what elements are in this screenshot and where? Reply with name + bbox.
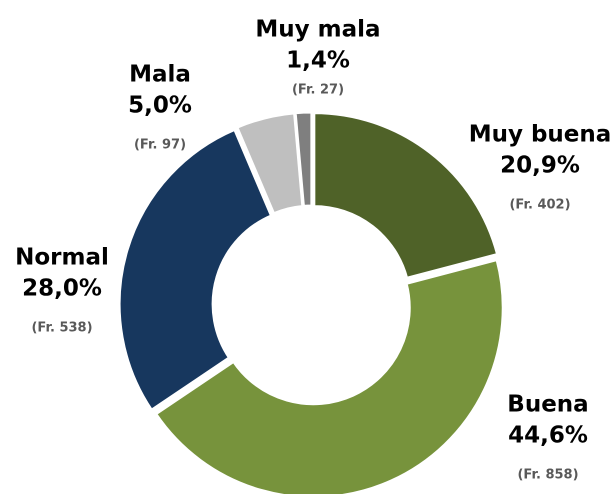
donut-slice xyxy=(312,111,500,281)
slice-percent: 28,0% xyxy=(22,276,102,302)
slice-frequency: (Fr. 858) xyxy=(517,468,578,483)
slice-frequency: (Fr. 538) xyxy=(31,321,92,336)
slice-name: Buena xyxy=(507,392,588,418)
donut-slice xyxy=(117,127,274,413)
slice-percent: 5,0% xyxy=(128,93,192,119)
slice-name: Normal xyxy=(15,245,109,271)
slice-percent: 44,6% xyxy=(508,423,588,449)
slice-percent: 1,4% xyxy=(286,48,350,74)
slice-name: Mala xyxy=(129,62,191,88)
slice-frequency: (Fr. 97) xyxy=(134,138,186,153)
donut-slice xyxy=(293,110,314,209)
donut-slice xyxy=(153,257,505,494)
slice-name: Muy buena xyxy=(469,122,612,148)
slice-frequency: (Fr. 27) xyxy=(292,83,344,98)
slice-name: Muy mala xyxy=(255,17,380,43)
slice-frequency: (Fr. 402) xyxy=(509,198,570,213)
slice-percent: 20,9% xyxy=(500,153,580,179)
